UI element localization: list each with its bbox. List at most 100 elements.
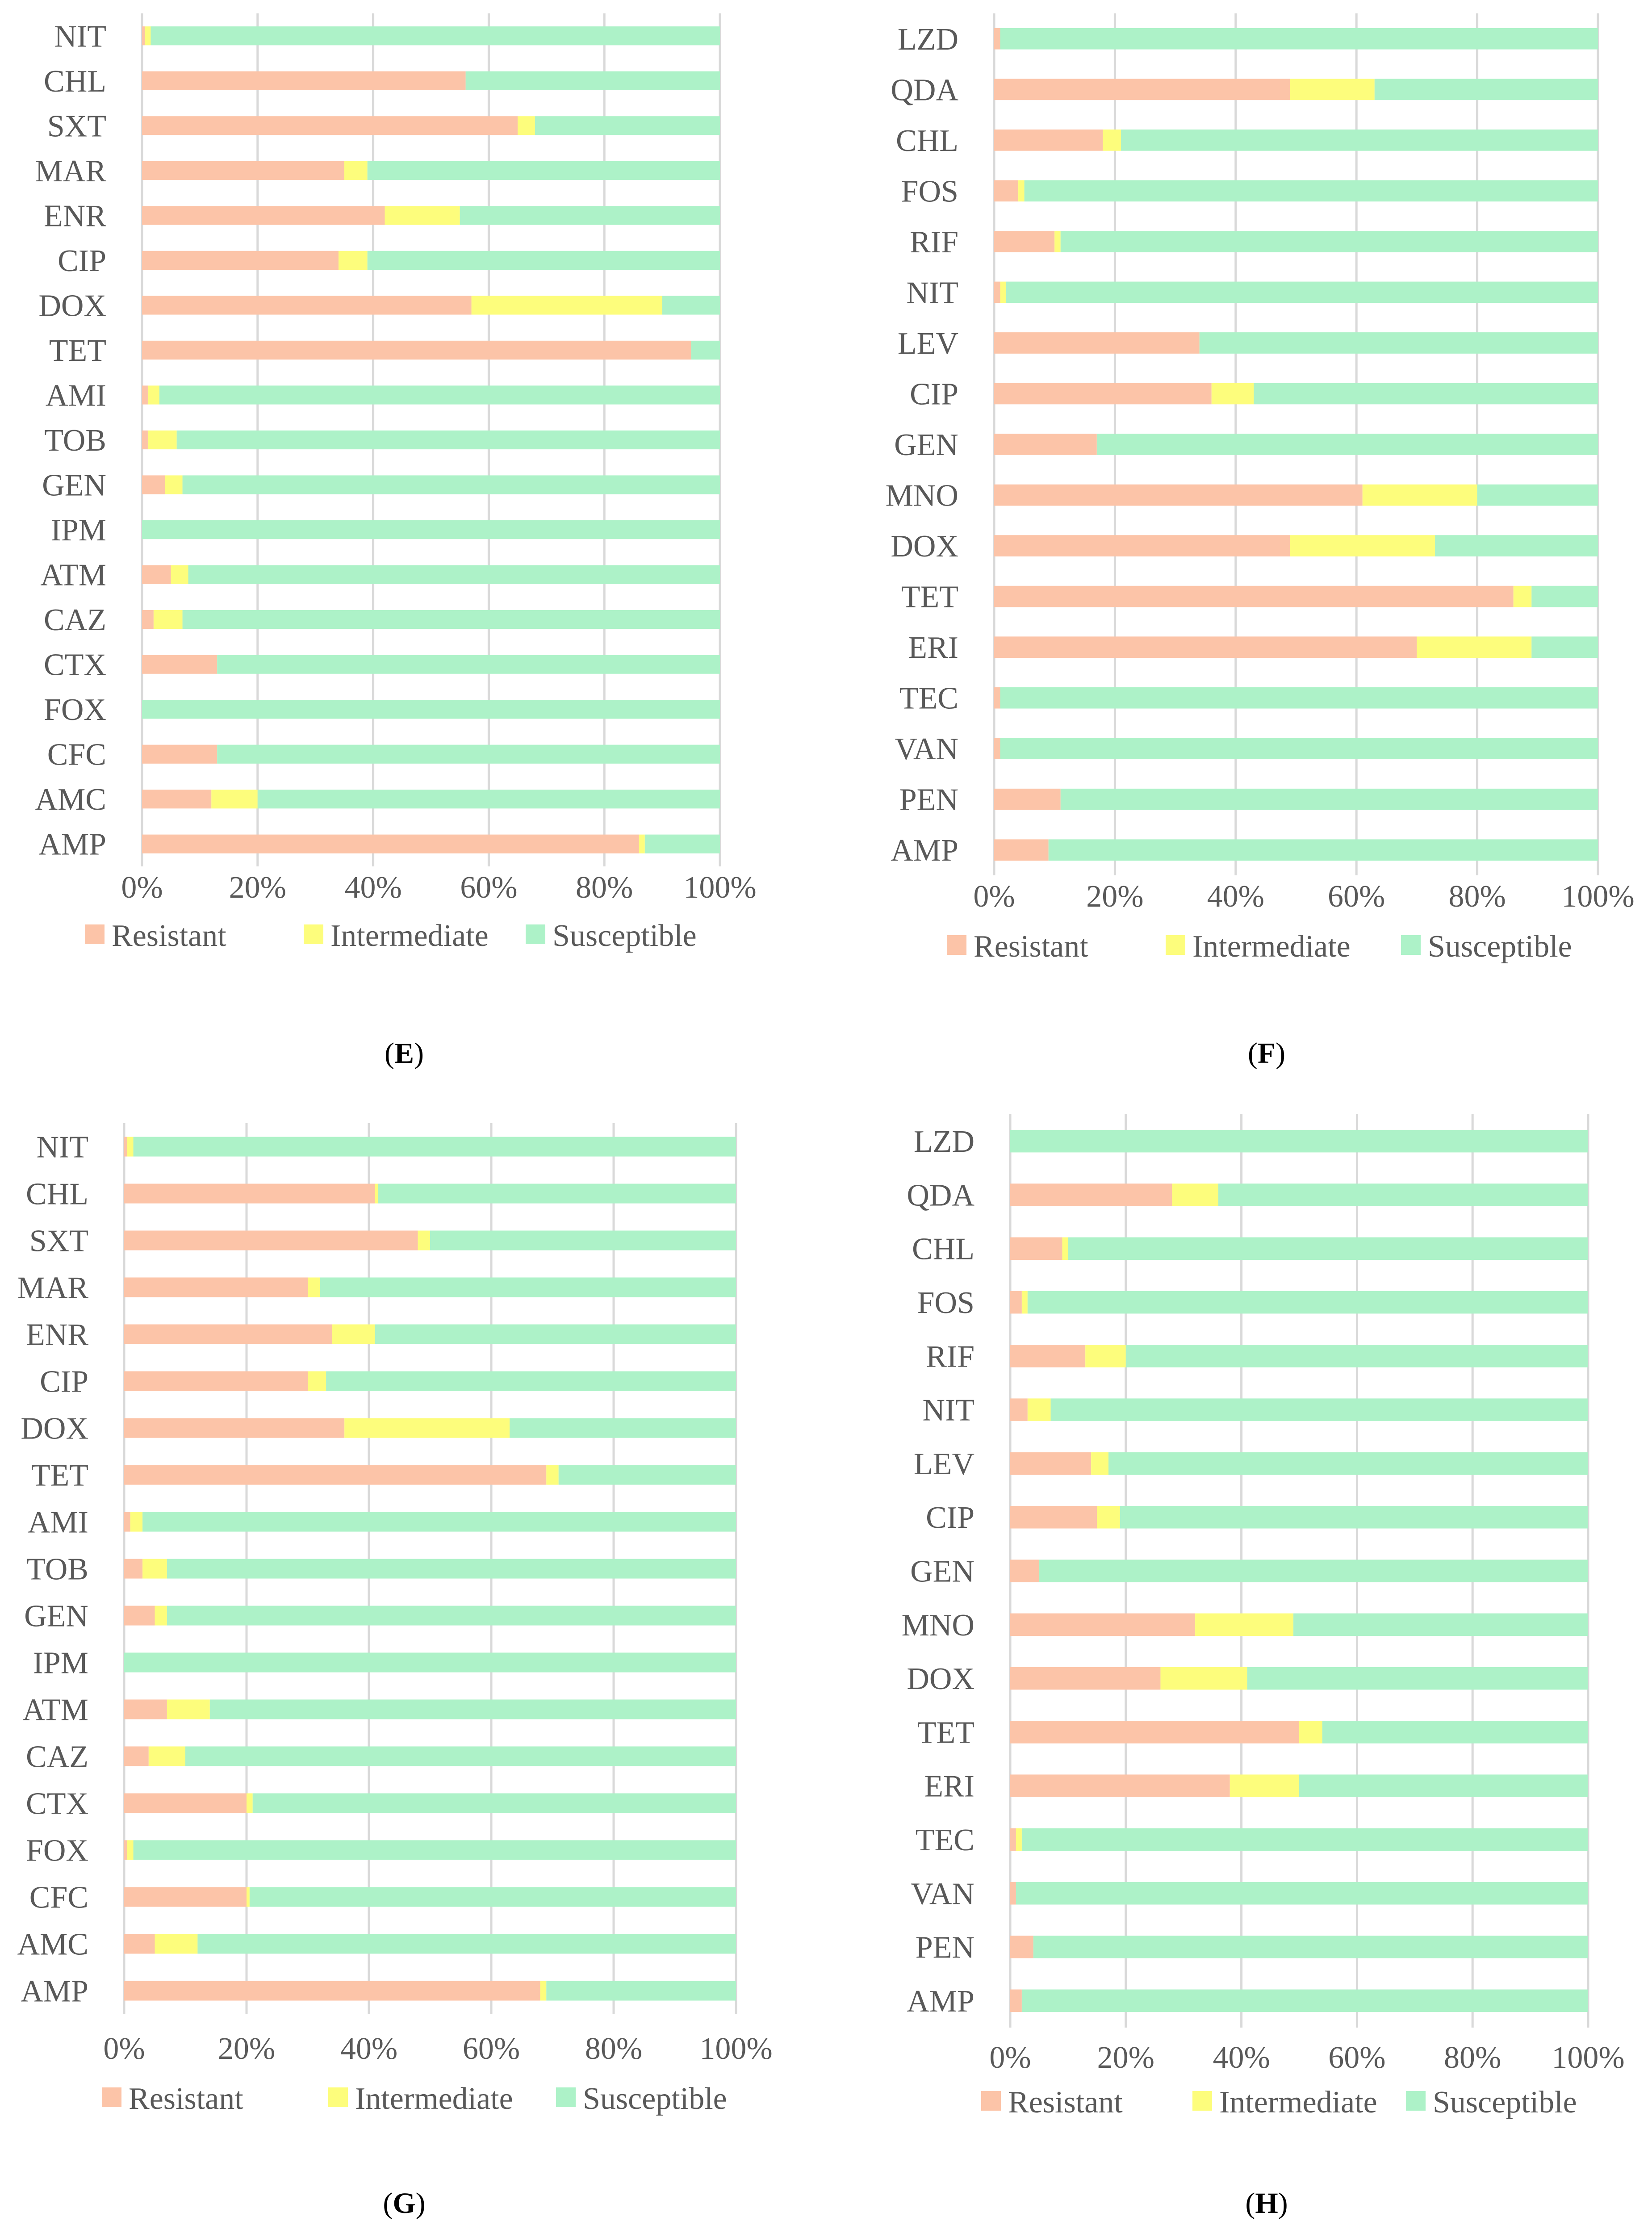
category-label: ENR	[26, 1318, 88, 1352]
category-label: TET	[31, 1459, 88, 1493]
bar-intermediate-mar	[344, 161, 368, 180]
bar-susceptible-ipm	[142, 520, 720, 539]
legend-swatch-susceptible	[1401, 935, 1421, 955]
bar-susceptible-amc	[197, 1934, 736, 1954]
bar-susceptible-rif	[1060, 231, 1598, 252]
bar-resistant-sxt	[124, 1230, 418, 1250]
bar-susceptible-pen	[1060, 788, 1598, 810]
tick-label: 20%	[1086, 879, 1143, 914]
bar-susceptible-tec	[1000, 687, 1598, 709]
bar-resistant-amc	[142, 790, 212, 809]
category-label: NIT	[922, 1393, 974, 1428]
bar-intermediate-chl	[1103, 129, 1121, 151]
category-label: IPM	[33, 1646, 88, 1681]
bar-intermediate-gen	[155, 1606, 167, 1626]
bar-intermediate-tob	[142, 1559, 167, 1579]
bar-resistant-atm	[142, 565, 171, 584]
bar-intermediate-enr	[385, 206, 460, 225]
category-label: AMC	[35, 782, 106, 817]
bar-susceptible-amc	[257, 790, 720, 809]
bar-intermediate-dox	[1160, 1667, 1247, 1690]
bar-susceptible-gen	[1039, 1560, 1588, 1582]
tick-label: 100%	[683, 870, 756, 905]
tick-label: 40%	[1207, 879, 1264, 914]
bar-resistant-cip	[124, 1371, 308, 1391]
bar-resistant-tet	[124, 1465, 547, 1485]
category-label: ATM	[40, 558, 106, 593]
category-label: MNO	[902, 1608, 974, 1643]
category-label: CAZ	[26, 1740, 88, 1774]
chart-panel-e: NIT CHL SXT MAR ENR CIP DOX TET AMI TOB GEN IPM ATM C…	[35, 13, 757, 1070]
bar-intermediate-cfc	[247, 1887, 250, 1907]
bar-susceptible-gen	[182, 475, 720, 494]
bar-intermediate-dox	[471, 296, 662, 315]
category-label: GEN	[42, 468, 106, 503]
bar-intermediate-rif	[1054, 231, 1061, 252]
bar-intermediate-amc	[211, 790, 258, 809]
bar-intermediate-fos	[1018, 180, 1025, 202]
category-label: LZD	[914, 1125, 974, 1159]
category-label: LEV	[898, 326, 958, 361]
category-label: VAN	[911, 1877, 974, 1911]
bar-intermediate-atm	[167, 1699, 210, 1719]
tick-label: 0%	[103, 2032, 145, 2066]
bar-intermediate-mar	[308, 1277, 320, 1297]
bar-susceptible-chl	[465, 71, 720, 90]
bar-susceptible-nit	[151, 26, 720, 46]
bar-susceptible-enr	[460, 206, 720, 225]
category-label: LEV	[914, 1447, 974, 1481]
bar-susceptible-nit	[133, 1137, 736, 1157]
bar-resistant-cfc	[142, 744, 217, 764]
category-label: TEC	[899, 682, 958, 716]
bar-susceptible-dox	[1247, 1667, 1588, 1690]
bar-resistant-mar	[142, 161, 344, 180]
bar-resistant-tec	[1010, 1828, 1016, 1851]
category-label: FOX	[26, 1834, 88, 1868]
category-label: AMC	[17, 1928, 88, 1962]
bar-susceptible-eri	[1531, 636, 1598, 658]
category-label: RIF	[926, 1339, 974, 1374]
category-label: CHL	[26, 1177, 88, 1212]
bar-intermediate-eri	[1230, 1774, 1299, 1797]
bar-intermediate-nit	[145, 26, 151, 46]
tick-label: 20%	[218, 2032, 275, 2066]
category-label: NIT	[36, 1130, 88, 1165]
category-label: LZD	[898, 22, 958, 57]
bar-susceptible-tob	[176, 430, 720, 450]
bar-resistant-mno	[994, 484, 1363, 506]
legend-label-resistant: Resistant	[974, 929, 1088, 964]
bar-resistant-fox	[124, 1840, 127, 1860]
tick-label: 20%	[229, 870, 286, 905]
legend-g: Resistant Intermediate Susceptible	[102, 2082, 727, 2116]
bar-resistant-van	[994, 738, 1000, 760]
category-label: SXT	[29, 1224, 88, 1259]
bar-intermediate-rif	[1085, 1345, 1126, 1368]
bar-resistant-cip	[142, 251, 339, 270]
category-label: DOX	[21, 1412, 88, 1446]
bar-susceptible-chl	[1121, 129, 1598, 151]
tick-label: 80%	[585, 2032, 642, 2066]
bar-resistant-eri	[994, 636, 1417, 658]
bar-intermediate-chl	[1062, 1237, 1068, 1260]
tick-label: 100%	[1561, 879, 1634, 914]
bar-resistant-mar	[124, 1277, 308, 1297]
bar-susceptible-fox	[142, 700, 720, 719]
bar-intermediate-chl	[375, 1184, 378, 1204]
legend-label-susceptible: Susceptible	[552, 919, 697, 953]
bar-intermediate-caz	[153, 610, 183, 629]
bar-intermediate-amp	[639, 834, 645, 853]
legend-swatch-susceptible	[526, 924, 545, 944]
category-label: DOX	[38, 289, 106, 323]
bar-intermediate-caz	[148, 1746, 185, 1766]
legend-swatch-susceptible	[556, 2087, 576, 2107]
category-label: FOS	[917, 1286, 974, 1320]
bar-resistant-amc	[124, 1934, 155, 1954]
bar-intermediate-eri	[1417, 636, 1532, 658]
bar-susceptible-tet	[691, 340, 720, 360]
bar-resistant-cfc	[124, 1887, 247, 1907]
category-label: SXT	[47, 109, 106, 143]
legend-swatch-intermediate	[328, 2087, 348, 2107]
bar-resistant-lev	[1010, 1452, 1092, 1475]
category-label: ERI	[924, 1769, 974, 1804]
bar-resistant-amp	[1010, 1989, 1022, 2012]
